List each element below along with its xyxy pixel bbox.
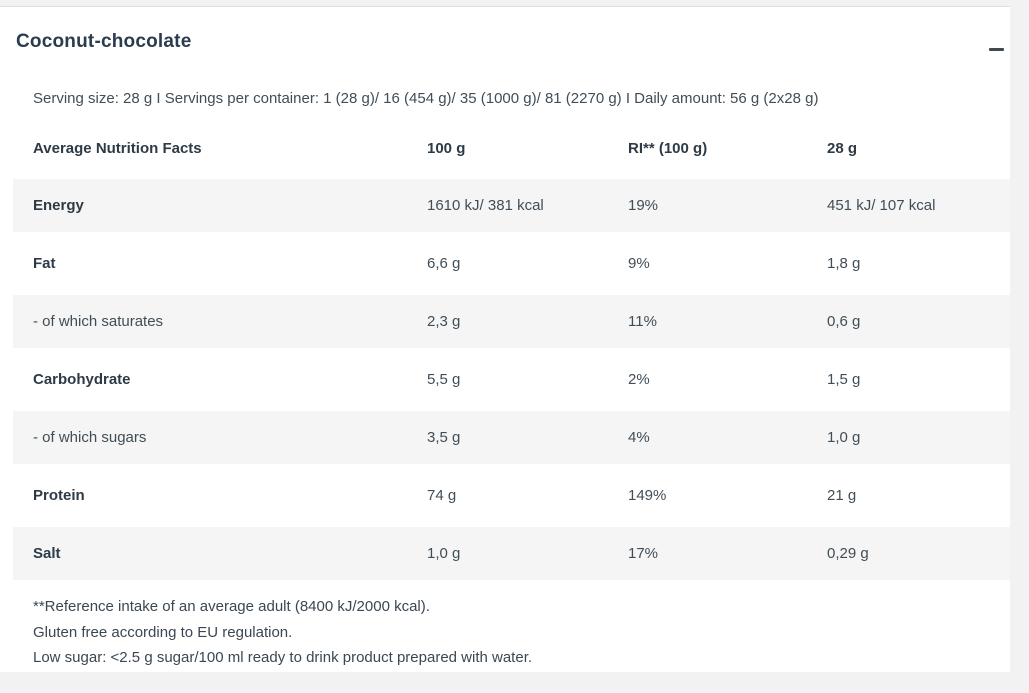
collapse-button[interactable] xyxy=(982,36,1010,62)
row-value-ri: 9% xyxy=(628,255,650,272)
row-value-ri: 2% xyxy=(628,371,650,388)
row-value-100g: 74 g xyxy=(427,487,457,504)
minus-icon xyxy=(988,47,1004,51)
table-row: - of which sugars 3,5 g 4% 1,0 g xyxy=(13,411,1010,464)
row-label: - of which sugars xyxy=(33,429,147,446)
table-row: - of which saturates 2,3 g 11% 0,6 g xyxy=(13,295,1010,348)
row-value-100g: 6,6 g xyxy=(427,255,461,272)
serving-info-text: Serving size: 28 g I Servings per contai… xyxy=(33,90,819,107)
row-value-100g: 2,3 g xyxy=(427,313,461,330)
row-value-100g: 5,5 g xyxy=(427,371,461,388)
flavor-title: Coconut-chocolate xyxy=(16,31,192,52)
flavor-accordion-panel: Coconut-chocolate Serving size: 28 g I S… xyxy=(0,6,1010,672)
row-value-100g: 1610 kJ/ 381 kcal xyxy=(427,197,544,214)
column-header-nutrient: Average Nutrition Facts xyxy=(33,139,202,157)
row-value-28g: 451 kJ/ 107 kcal xyxy=(827,197,936,214)
row-label: Salt xyxy=(33,545,61,562)
row-value-28g: 0,6 g xyxy=(827,313,861,330)
footnote-low-sugar: Low sugar: <2.5 g sugar/100 ml ready to … xyxy=(33,649,533,666)
accordion-header[interactable]: Coconut-chocolate xyxy=(0,7,1010,71)
row-label: Fat xyxy=(33,255,56,272)
row-value-ri: 149% xyxy=(628,487,667,504)
row-value-100g: 3,5 g xyxy=(427,429,461,446)
column-header-28g: 28 g xyxy=(827,139,858,157)
row-label: Carbohydrate xyxy=(33,371,131,388)
row-label: - of which saturates xyxy=(33,313,164,330)
column-header-100g: 100 g xyxy=(427,139,466,157)
table-row: Energy 1610 kJ/ 381 kcal 19% 451 kJ/ 107 kc… xyxy=(13,179,1010,232)
row-label: Protein xyxy=(33,487,85,504)
row-value-28g: 0,29 g xyxy=(827,545,869,562)
footnote-reference-intake: **Reference intake of an average adult (… xyxy=(33,598,430,615)
nutrition-table: Average Nutrition Facts 100 g RI** (100 … xyxy=(13,122,1010,585)
footnotes: **Reference intake of an average adult (… xyxy=(13,586,1010,671)
row-value-ri: 19% xyxy=(628,197,659,214)
table-header-row: Average Nutrition Facts 100 g RI** (100 … xyxy=(13,122,1010,174)
row-value-28g: 1,0 g xyxy=(827,429,861,446)
row-value-ri: 17% xyxy=(628,545,659,562)
row-value-100g: 1,0 g xyxy=(427,545,461,562)
footnote-gluten-free: Gluten free according to EU regulation. xyxy=(33,623,293,641)
table-row: Salt 1,0 g 17% 0,29 g xyxy=(13,527,1010,580)
table-row: Fat 6,6 g 9% 1,8 g xyxy=(13,237,1010,290)
row-value-28g: 1,8 g xyxy=(827,255,861,272)
row-value-ri: 11% xyxy=(628,313,657,330)
row-value-ri: 4% xyxy=(628,429,650,446)
row-label: Energy xyxy=(33,197,84,214)
row-value-28g: 1,5 g xyxy=(827,371,861,388)
table-row: Protein 74 g 149% 21 g xyxy=(13,469,1010,522)
row-value-28g: 21 g xyxy=(827,487,857,504)
column-header-ri: RI** (100 g) xyxy=(628,139,708,157)
table-row: Carbohydrate 5,5 g 2% 1,5 g xyxy=(13,353,1010,406)
